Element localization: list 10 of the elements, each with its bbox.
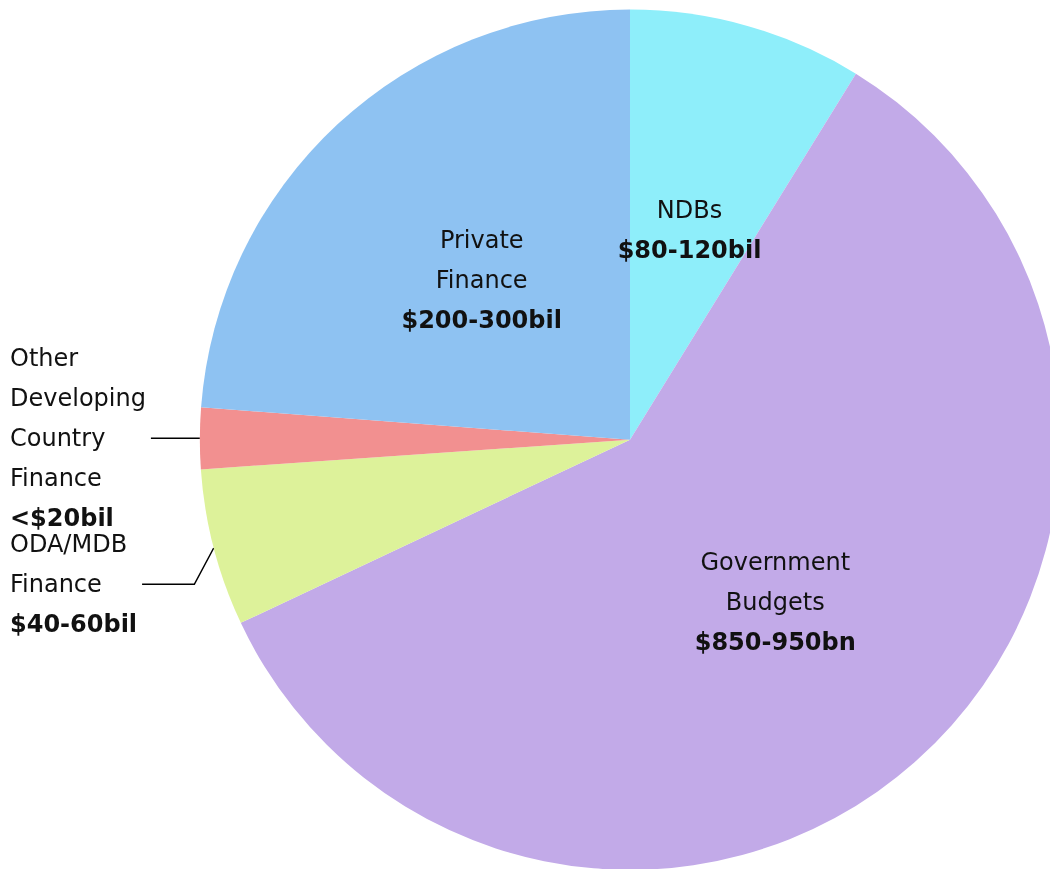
- data-label: <$20bil: [10, 504, 114, 533]
- data-label: $80-120bil: [617, 235, 762, 264]
- slice-label: Private Finance: [435, 225, 528, 294]
- slice-label: ODA/MDB Finance: [10, 530, 128, 599]
- slice-label: Other Developing Country Finance: [10, 344, 146, 493]
- data-label: $200-300bil: [401, 305, 562, 334]
- data-label: $40-60bil: [10, 610, 138, 639]
- slice-label: NDBs: [656, 195, 723, 224]
- slice-label: Government Budgets: [700, 548, 851, 617]
- data-label: $850-950bn: [694, 628, 856, 657]
